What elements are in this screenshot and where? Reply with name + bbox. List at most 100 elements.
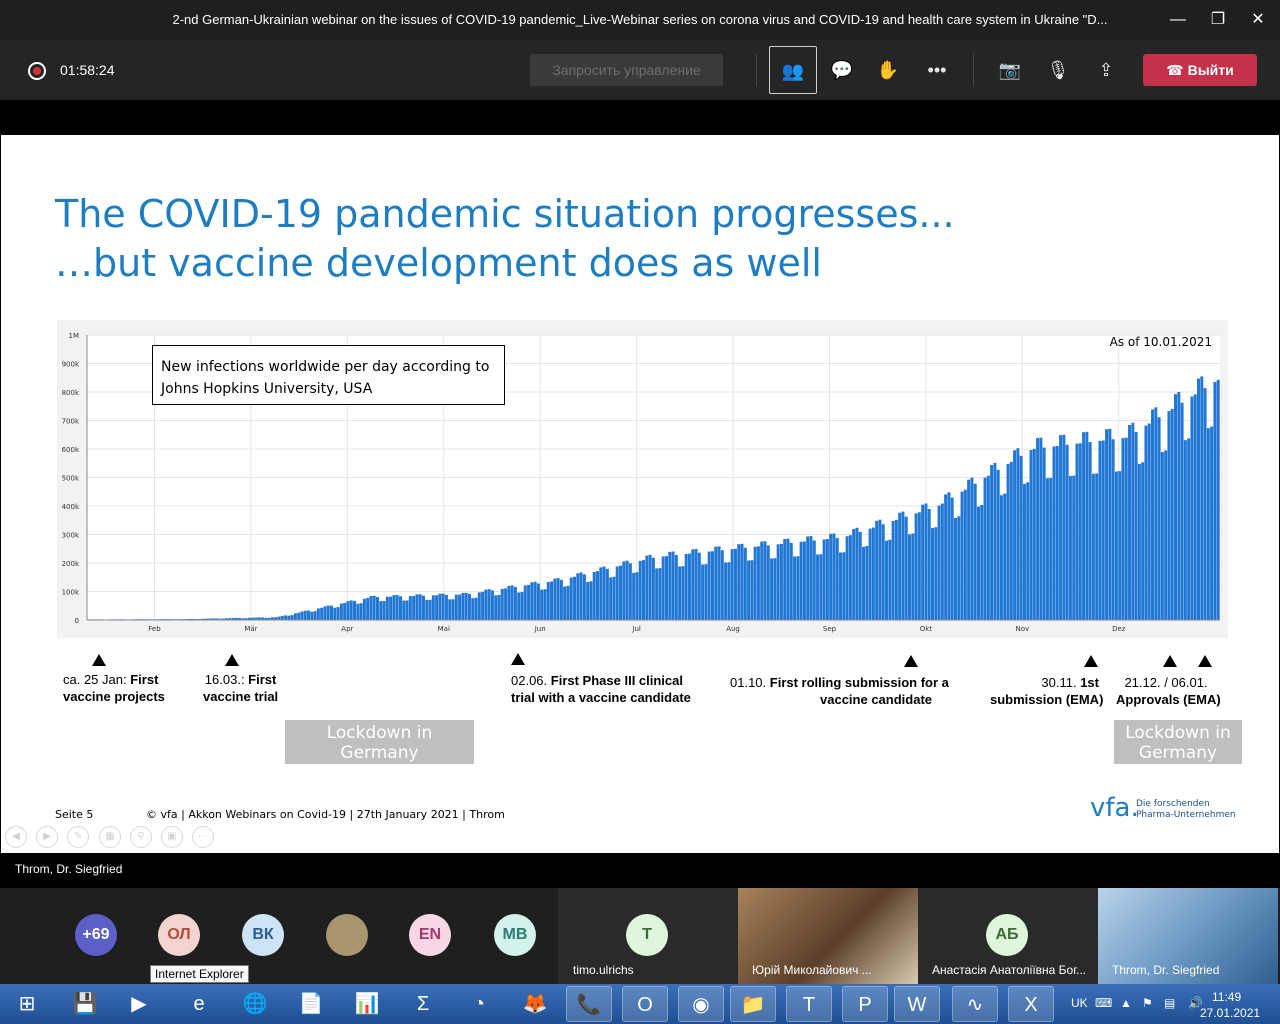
slide-grid-icon[interactable]: ▦	[99, 826, 121, 848]
leave-button[interactable]: ☎ Выйти	[1143, 54, 1257, 86]
request-control-button[interactable]: Запросить управление	[530, 54, 723, 86]
chart-bar	[1009, 461, 1013, 620]
clock-date[interactable]: 27.01.2021	[1200, 1006, 1261, 1020]
tray-expand-icon[interactable]: ▲	[1120, 996, 1132, 1010]
chart-bar	[628, 563, 632, 620]
chart-bar	[563, 586, 567, 620]
volume-icon[interactable]: 🔊	[1188, 996, 1203, 1010]
firefox-icon[interactable]: 🦊	[522, 993, 548, 1015]
chat-icon[interactable]: 💬	[830, 60, 854, 80]
chart-bar	[211, 618, 215, 620]
chart-bar	[520, 592, 524, 620]
leave-label: Выйти	[1187, 62, 1234, 78]
tooltip: Internet Explorer	[150, 965, 249, 983]
chart-bar	[911, 533, 915, 620]
chart-bar	[451, 599, 455, 620]
chart-bar	[1213, 381, 1217, 620]
chart-bar	[1029, 449, 1033, 620]
slide-subtitle-icon[interactable]: ▣	[161, 826, 183, 848]
chart-bar	[615, 566, 619, 620]
chrome-icon[interactable]: ◉	[678, 986, 724, 1022]
chart-y-tick-label: 700k	[62, 418, 80, 426]
opera-icon[interactable]: O	[622, 986, 668, 1022]
excel-icon[interactable]: X	[1008, 986, 1054, 1022]
chart-bar	[917, 512, 921, 620]
minimize-icon[interactable]: —	[1170, 11, 1186, 28]
start-button-icon[interactable]: ⊞	[18, 993, 36, 1015]
clock-time[interactable]: 11:49	[1212, 990, 1242, 1004]
share-screen-icon[interactable]: ⇪	[1098, 60, 1114, 80]
slide-more-icon[interactable]: ⋯	[192, 826, 214, 848]
participants-icon[interactable]: 👥	[769, 46, 817, 94]
chart-bar	[484, 589, 488, 620]
viber-icon[interactable]: 📞	[566, 986, 612, 1022]
chart-x-tick-label: Okt	[920, 625, 933, 633]
maximize-icon[interactable]: ❐	[1210, 11, 1226, 28]
keyboard-icon[interactable]: ⌨	[1095, 996, 1113, 1010]
slide-zoom-icon[interactable]: ⚲	[130, 826, 152, 848]
chart-bar	[293, 613, 297, 620]
document-app-icon[interactable]: 📄	[298, 993, 324, 1015]
close-icon[interactable]: ✕	[1251, 11, 1265, 28]
chart-bar	[950, 497, 954, 620]
slide-pen-icon[interactable]: ✎	[67, 826, 89, 848]
signal-app-icon[interactable]: ◔	[472, 993, 486, 1015]
chart-bar	[1193, 394, 1197, 620]
mic-off-icon[interactable]: 🎙	[1046, 60, 1070, 80]
media-player-icon[interactable]: ▶	[131, 993, 147, 1015]
stage-top-band	[0, 100, 1280, 135]
participant-avatar[interactable]: EN	[409, 914, 451, 956]
raise-hand-icon[interactable]: ✋	[876, 60, 900, 80]
chart-bar	[589, 581, 593, 620]
chart-bar	[927, 508, 931, 620]
participant-avatar[interactable]: МВ	[494, 914, 536, 956]
chart-bar	[330, 605, 334, 620]
word-icon[interactable]: W	[894, 986, 940, 1022]
explorer-folder-icon[interactable]: 📁	[730, 986, 776, 1022]
chart-bar	[904, 516, 908, 620]
chart-bar	[1059, 435, 1063, 620]
chart-bar	[415, 594, 419, 620]
chart-bar	[651, 557, 655, 620]
participant-avatar[interactable]: ВК	[242, 914, 284, 956]
chart-bar	[556, 578, 560, 620]
globe-app-icon[interactable]: 🌐	[242, 993, 268, 1015]
chart-bar	[822, 539, 826, 620]
math-app-icon[interactable]: Σ	[416, 993, 430, 1015]
participant-name: timo.ulrichs	[573, 963, 634, 977]
powerpoint-icon[interactable]: P	[842, 986, 888, 1022]
chart-bar	[569, 577, 573, 620]
chart-bar	[806, 536, 810, 620]
teams-icon[interactable]: T	[786, 986, 832, 1022]
chart-bar	[500, 588, 504, 620]
milestone-title: First rolling submission for a	[766, 675, 949, 690]
presentation-app-icon[interactable]: 📊	[354, 993, 380, 1015]
network-icon[interactable]: ▤	[1164, 996, 1176, 1010]
slide-prev-icon[interactable]: ◀	[5, 826, 27, 848]
chart-bar	[776, 544, 780, 620]
participant-video-tile[interactable]	[738, 888, 918, 984]
camera-off-icon[interactable]: 📷	[998, 60, 1022, 80]
participant-avatar[interactable]: ОЛ	[158, 914, 200, 956]
internet-explorer-icon[interactable]: e	[193, 993, 205, 1015]
flag-icon[interactable]: ⚑	[1142, 996, 1153, 1010]
chart-bar	[307, 610, 311, 620]
slide-next-icon[interactable]: ▶	[36, 826, 58, 848]
language-indicator[interactable]: UK	[1071, 996, 1088, 1010]
presenter-video-tile[interactable]	[1098, 888, 1278, 984]
chart-bar	[799, 541, 803, 620]
chart-bar	[1157, 417, 1161, 620]
chart-app-icon[interactable]: ∿	[952, 986, 998, 1022]
chart-bar	[1180, 402, 1184, 620]
more-options-icon[interactable]: •••	[927, 60, 947, 80]
chart-bar	[1052, 446, 1056, 620]
save-app-icon[interactable]: 💾	[72, 993, 98, 1015]
milestone-subtitle: Approvals (EMA)	[1116, 692, 1221, 707]
more-participants-button[interactable]: +69	[75, 914, 117, 956]
chart-bar	[418, 594, 422, 620]
participant-photo-avatar[interactable]	[326, 914, 368, 956]
chart-bar	[1183, 440, 1187, 620]
chart-bar	[727, 562, 731, 620]
chart-bar	[536, 583, 540, 620]
chart-bar	[254, 617, 258, 620]
